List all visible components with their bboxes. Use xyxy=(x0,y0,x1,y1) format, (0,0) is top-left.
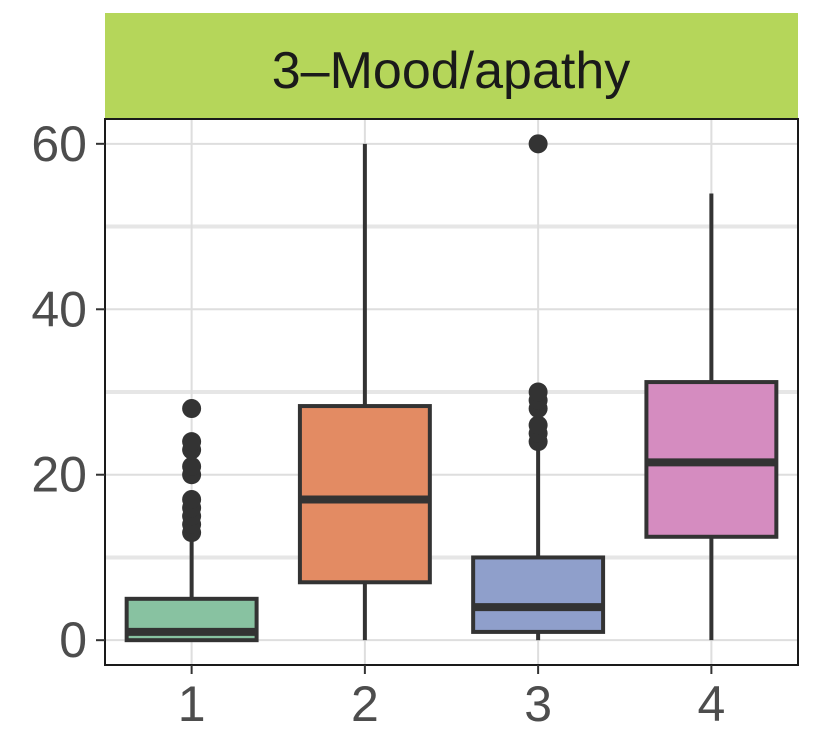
panel-border xyxy=(104,118,799,666)
outlier-point xyxy=(528,382,548,402)
x-tick-label: 2 xyxy=(351,676,379,732)
box-group-4 xyxy=(644,193,779,641)
y-tick-label: 20 xyxy=(31,447,87,503)
x-axis: 1 2 3 4 xyxy=(178,665,725,732)
iqr-box xyxy=(297,404,432,585)
x-tick-label: 4 xyxy=(697,676,725,732)
outlier-point xyxy=(182,399,202,419)
box-layer xyxy=(124,134,779,643)
y-tick-label: 60 xyxy=(31,116,87,172)
outlier-point xyxy=(182,456,202,476)
x-tick-label: 3 xyxy=(524,676,552,732)
y-tick-label: 40 xyxy=(31,281,87,337)
y-tick-label: 0 xyxy=(59,612,87,668)
box-group-1 xyxy=(124,399,259,643)
box-group-2 xyxy=(297,143,432,641)
facet-strip xyxy=(105,13,798,119)
outlier-point xyxy=(528,415,548,435)
outlier-point xyxy=(182,490,202,510)
x-tick-label: 1 xyxy=(178,676,206,732)
box-group-3 xyxy=(471,134,606,641)
y-axis: 0 20 40 60 xyxy=(31,116,105,668)
facet-title: 3–Mood/apathy xyxy=(272,42,631,100)
outlier-point xyxy=(528,134,548,154)
outlier-point xyxy=(182,432,202,452)
iqr-box xyxy=(471,555,606,634)
